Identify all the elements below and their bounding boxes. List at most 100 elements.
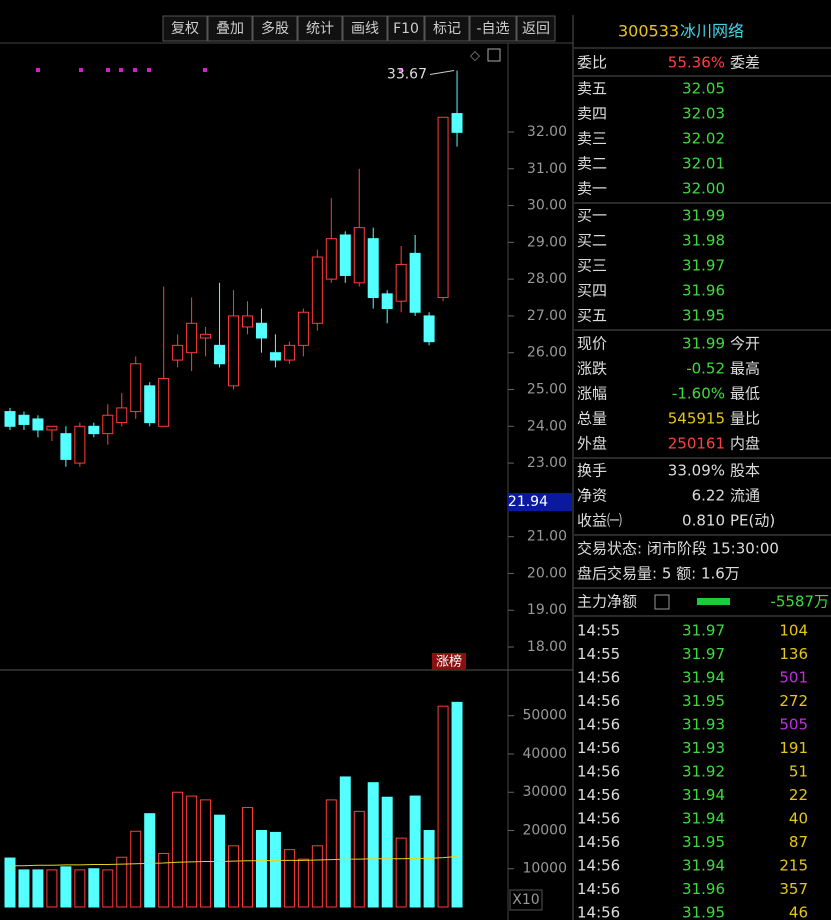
label: 委差: [730, 54, 760, 72]
toolbar-button[interactable]: [387, 15, 425, 42]
volume-ma: [10, 856, 458, 867]
quote-label: 最高: [730, 360, 760, 378]
volume-bar: [311, 845, 323, 908]
volume-bar: [144, 813, 156, 908]
fund-label: 收益㈠: [577, 512, 622, 530]
candle-body: [172, 344, 184, 361]
crosshair-box: [508, 493, 572, 512]
toolbar-label: 复权: [171, 20, 199, 37]
volume-bar: [88, 868, 100, 908]
trade-time: 14:56: [577, 669, 620, 687]
trade-time: 14:56: [577, 857, 620, 875]
trade-time: 14:55: [577, 622, 620, 640]
candle-body: [395, 263, 407, 302]
toolbar-button[interactable]: [207, 15, 253, 42]
toolbar-button[interactable]: [469, 15, 517, 42]
y-tick-label: 19.00: [527, 602, 567, 618]
quote-label: 现价: [577, 335, 607, 353]
y-tick-label: 24.00: [527, 418, 567, 434]
volume-bar: [409, 795, 421, 908]
book-price: 32.02: [682, 130, 725, 148]
trade-state: 交易状态: 闭市阶段 15:30:00: [577, 540, 779, 558]
toolbar-label: F10: [393, 21, 419, 37]
candle-body: [255, 322, 267, 339]
y-tick-label: 50000: [522, 708, 567, 724]
book-price: 32.00: [682, 180, 725, 198]
trade-volume: 46: [789, 904, 808, 920]
after-hours: 盘后交易量: 5 额: 1.6万: [577, 565, 740, 583]
volume-bar: [339, 776, 351, 908]
toolbar-label: 画线: [351, 21, 379, 37]
quote-label: 总量: [577, 410, 607, 428]
quote-label: 量比: [730, 410, 760, 428]
quote-value: -1.60%: [672, 385, 725, 403]
y-tick-label: 10000: [522, 861, 567, 877]
y-tick-label: 31.00: [527, 161, 567, 177]
trade-volume: 501: [779, 669, 808, 687]
quote-label: 涨幅: [577, 385, 607, 403]
toolbar-label: 统计: [306, 21, 334, 37]
value: 55.36%: [668, 54, 725, 72]
y-tick-label: 18.00: [527, 639, 567, 655]
flow-value: -5587万: [770, 593, 829, 611]
flow-icon: [654, 594, 670, 610]
book-price: 31.98: [682, 232, 725, 250]
fund-value: 0.810: [682, 512, 725, 530]
volume-bar: [172, 791, 184, 908]
volume-bar: [283, 849, 295, 908]
crosshair-label: 21.94: [508, 494, 548, 510]
trade-price: 31.93: [682, 716, 725, 734]
toolbar-button[interactable]: [424, 15, 470, 42]
toolbar-label: 返回: [522, 21, 550, 37]
candle-body: [32, 418, 44, 431]
volume-bar: [437, 705, 449, 908]
volume-bar: [325, 799, 337, 908]
trade-price: 31.94: [682, 810, 725, 828]
book-label: 买三: [577, 257, 607, 275]
y-tick-label: 40000: [522, 746, 567, 762]
y-tick-label: 30000: [522, 784, 567, 800]
candle-body: [46, 425, 58, 431]
trade-time: 14:56: [577, 716, 620, 734]
volume-bar: [18, 869, 30, 908]
quote-label: 外盘: [577, 435, 607, 453]
toolbar-button[interactable]: [342, 15, 388, 42]
trade-volume: 136: [779, 645, 808, 663]
trade-volume: 51: [789, 763, 808, 781]
book-label: 买二: [577, 232, 607, 250]
candle-body: [144, 385, 156, 424]
book-label: 买五: [577, 307, 607, 325]
toolbar-button[interactable]: [162, 15, 208, 42]
quote-value: 31.99: [682, 335, 725, 353]
trade-time: 14:56: [577, 692, 620, 710]
trade-volume: 357: [779, 880, 808, 898]
trade-volume: 22: [789, 786, 808, 804]
volume-bar: [395, 837, 407, 908]
candle-body: [186, 322, 198, 354]
toolbar-button[interactable]: [297, 15, 343, 42]
volume-bar: [381, 796, 393, 908]
candle-body: [437, 116, 449, 299]
trade-price: 31.93: [682, 739, 725, 757]
y-tick-label: 20.00: [527, 565, 567, 581]
y-tick-label: 27.00: [527, 308, 567, 324]
toolbar-button[interactable]: [252, 15, 298, 42]
volume-bar: [228, 845, 240, 908]
trade-price: 31.97: [682, 645, 725, 663]
flow-label: 主力净额: [577, 593, 637, 611]
quote-value: 545915: [668, 410, 725, 428]
trade-time: 14:56: [577, 880, 620, 898]
candle-body: [283, 344, 295, 361]
high-arrow: [429, 70, 455, 76]
candle-body: [311, 256, 323, 324]
trade-volume: 505: [779, 716, 808, 734]
toolbar-button[interactable]: [516, 15, 556, 42]
book-price: 31.95: [682, 307, 725, 325]
volume-bar: [241, 807, 253, 908]
trade-price: 31.96: [682, 880, 725, 898]
book-label: 卖四: [577, 105, 607, 123]
trade-volume: 272: [779, 692, 808, 710]
book-price: 31.99: [682, 207, 725, 225]
